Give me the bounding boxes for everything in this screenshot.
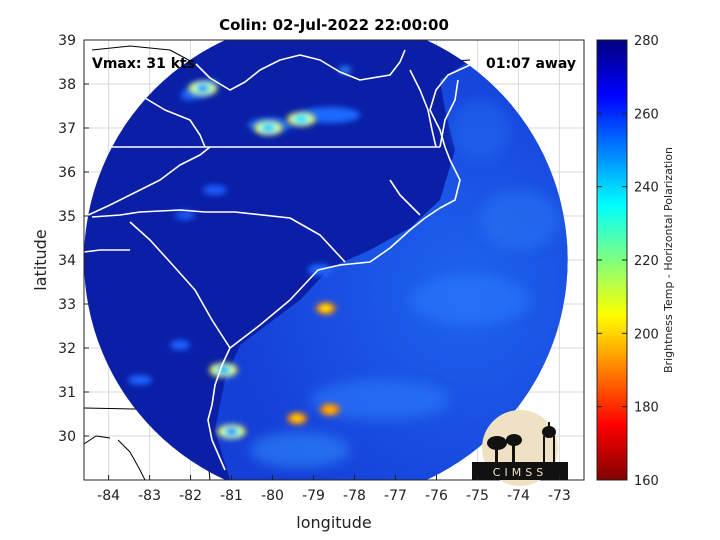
time-away-label: 01:07 away (486, 56, 576, 72)
map-title: Colin: 02-Jul-2022 22:00:00 (219, 16, 449, 34)
x-tick-label: -78 (343, 488, 366, 504)
y-tick-label: 31 (58, 385, 76, 401)
brightness-feature (226, 428, 237, 435)
brightness-feature (324, 406, 335, 413)
y-tick-label: 37 (58, 121, 76, 137)
x-tick-label: -79 (302, 488, 325, 504)
x-axis-label: longitude (296, 513, 371, 532)
gulf-coast (84, 435, 111, 445)
colorbar-tick-label: 160 (634, 474, 659, 489)
tn-nc-border (84, 146, 211, 218)
ga-border-west (84, 249, 130, 253)
chesapeake-east (439, 79, 459, 148)
brightness-swath (84, 40, 568, 480)
y-tick-label: 36 (58, 165, 76, 181)
x-tick-label: -73 (548, 488, 571, 504)
brightness-features (188, 81, 340, 439)
va-md-border (299, 49, 406, 81)
nc-sc-border (91, 209, 346, 263)
colorbar-tick-label: 220 (634, 254, 659, 269)
cimss-logo-text: CIMSS (493, 466, 547, 479)
sc-ga-border (129, 221, 231, 349)
x-tick-label: -84 (97, 488, 120, 504)
chesapeake-west (409, 69, 437, 148)
atlantic-coast (229, 64, 471, 349)
brightness-feature (320, 305, 331, 312)
colorbar-tick-label: 260 (634, 107, 659, 122)
x-tick-label: -80 (261, 488, 284, 504)
x-axis-ticks: -84 -83 -82 -81 -80 -79 -78 -77 -76 -75 -74 -73 (97, 475, 571, 504)
colorbar-label: Brightness Temp - Horizontal Polarizatio… (662, 147, 675, 373)
x-tick-label: -74 (507, 488, 530, 504)
y-tick-label: 30 (58, 429, 76, 445)
map-area: Vmax: 31 kts 01:07 away CIMSS (83, 39, 585, 486)
colorbar-tick-label: 280 (634, 34, 659, 49)
colorbar-tick-label: 240 (634, 181, 659, 196)
cimss-logo: CIMSS (472, 410, 568, 486)
brightness-feature (292, 415, 303, 422)
y-axis-label: latitude (31, 229, 50, 290)
florida-panhandle-coast (117, 439, 146, 480)
x-tick-label: -81 (220, 488, 243, 504)
va-wv-border (195, 54, 301, 91)
x-tick-label: -83 (138, 488, 161, 504)
colorbar-tick-label: 200 (634, 327, 659, 342)
colorbar: 160 180 200 220 240 260 280 Brightness Temp - … (596, 34, 675, 489)
y-tick-label: 38 (58, 77, 76, 93)
brightness-feature (197, 85, 208, 92)
x-tick-label: -75 (466, 488, 489, 504)
x-tick-label: -76 (425, 488, 448, 504)
y-tick-label: 32 (58, 341, 76, 357)
vmax-label: Vmax: 31 kts (92, 56, 195, 72)
y-axis-ticks: 30 31 32 33 34 35 36 37 38 39 (58, 33, 89, 445)
colorbar-ticks: 160 180 200 220 240 260 280 (597, 34, 659, 489)
x-tick-label: -77 (384, 488, 407, 504)
georgia-coast (207, 347, 231, 471)
y-tick-label: 35 (58, 209, 76, 225)
y-tick-label: 34 (58, 253, 76, 269)
inner-coastlines (84, 49, 471, 471)
pamlico-sound (389, 179, 421, 216)
y-tick-label: 39 (58, 33, 76, 49)
y-tick-label: 33 (58, 297, 76, 313)
x-tick-label: -82 (179, 488, 202, 504)
ocean-region (215, 60, 568, 480)
northern-border (91, 45, 197, 65)
ocean-texture (250, 100, 560, 468)
brightness-feature (263, 125, 274, 131)
colorbar-tick-label: 180 (634, 401, 659, 416)
brightness-feature (296, 116, 307, 123)
